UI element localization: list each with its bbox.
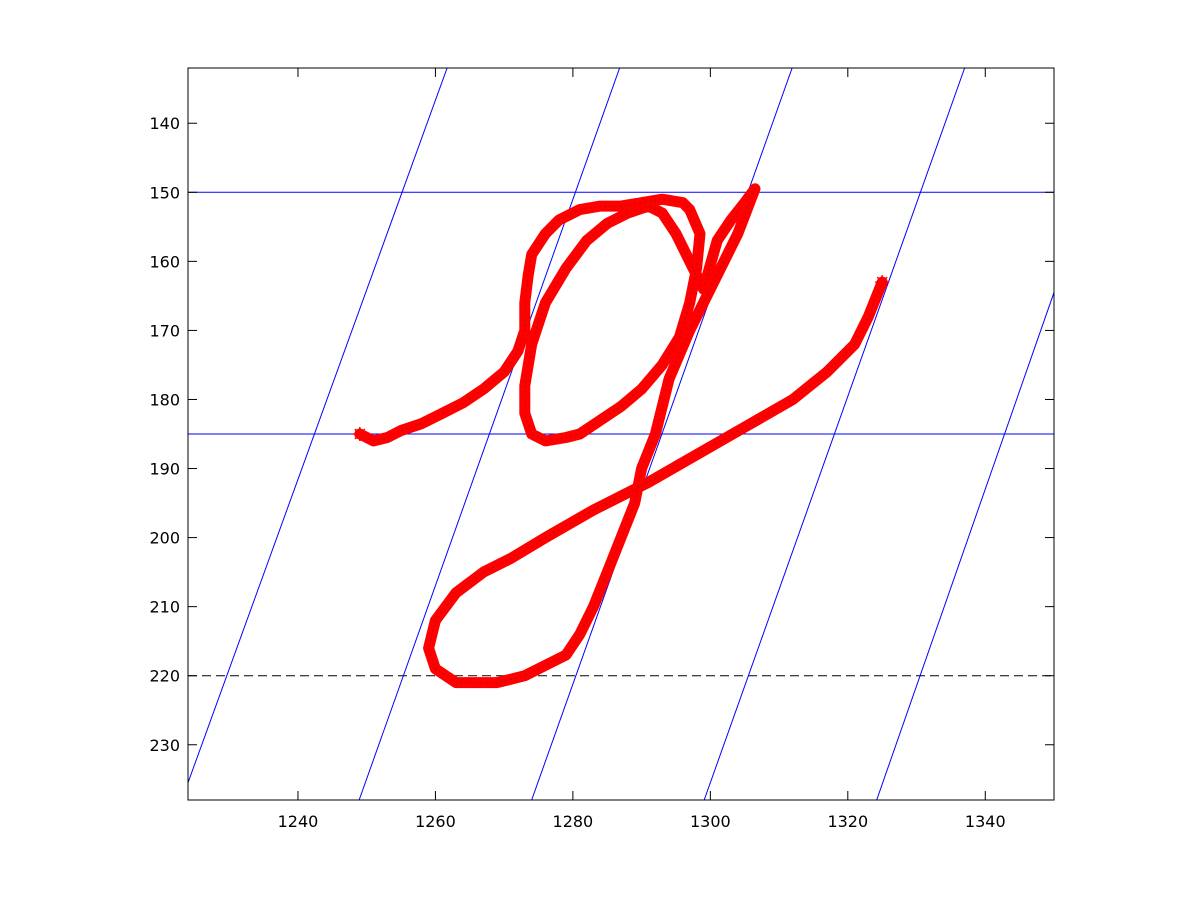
plot-frame [187, 67, 1055, 801]
x-tick-label-1260: 1260 [415, 812, 456, 831]
y-axis: 140 150 160 170 180 190 200 210 220 230 [149, 114, 1054, 755]
y-tick-label-180: 180 [149, 390, 180, 409]
stroke-path-0 [354, 183, 888, 689]
guide-slanted-4 [876, 292, 1054, 800]
handwriting-stroke [352, 183, 890, 689]
x-tick-label-1280: 1280 [553, 812, 594, 831]
x-tick-label-1300: 1300 [690, 812, 731, 831]
x-tick-label-1240: 1240 [278, 812, 319, 831]
y-tick-label-220: 220 [149, 667, 180, 686]
y-tick-label-140: 140 [149, 114, 180, 133]
x-tick-label-1320: 1320 [827, 812, 868, 831]
x-axis: 1240 1260 1280 1300 1320 1340 [278, 68, 1006, 831]
y-tick-label-200: 200 [149, 529, 180, 548]
y-tick-label-170: 170 [149, 321, 180, 340]
guide-slanted-3 [703, 68, 966, 800]
guide-slanted-1 [358, 68, 621, 800]
x-tick-label-1340: 1340 [965, 812, 1006, 831]
y-tick-label-160: 160 [149, 252, 180, 271]
stroke-start-star [352, 427, 367, 441]
y-tick-label-190: 190 [149, 460, 180, 479]
stroke-end-star [875, 275, 890, 290]
y-tick-label-230: 230 [149, 736, 180, 755]
y-tick-label-210: 210 [149, 598, 180, 617]
y-tick-label-150: 150 [149, 183, 180, 202]
guide-slanted-0 [188, 68, 448, 783]
